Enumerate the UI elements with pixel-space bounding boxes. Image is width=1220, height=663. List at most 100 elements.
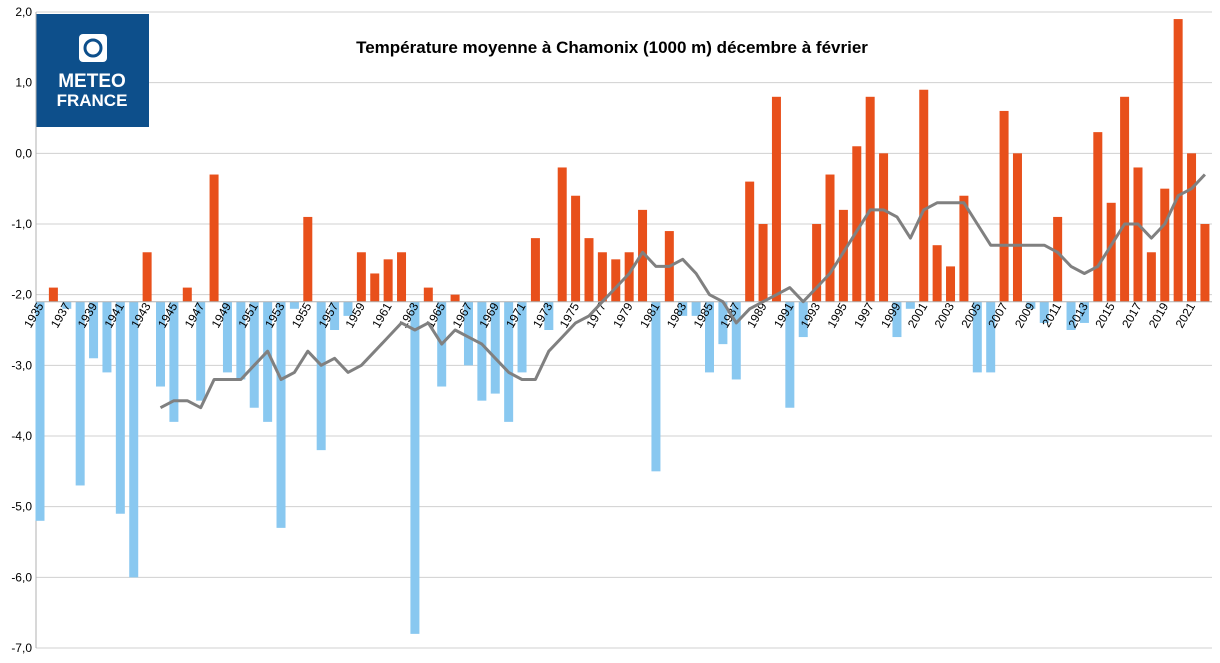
y-tick-label: -5,0: [11, 500, 32, 514]
bar: [75, 301, 85, 486]
bar: [35, 301, 45, 521]
bar: [1120, 96, 1130, 302]
bar: [530, 238, 540, 302]
bar: [1200, 224, 1210, 302]
bar: [691, 301, 701, 316]
bar: [597, 252, 607, 302]
bar: [1106, 202, 1116, 302]
bar: [463, 301, 473, 366]
bar: [222, 301, 232, 373]
bar: [1160, 188, 1170, 302]
bar: [303, 216, 313, 302]
y-tick-label: -7,0: [11, 641, 32, 655]
bar: [102, 301, 112, 373]
y-tick-label: -4,0: [11, 429, 32, 443]
bar: [276, 301, 286, 528]
bar: [571, 195, 581, 302]
bar: [330, 301, 340, 330]
bar: [771, 96, 781, 302]
bar: [289, 301, 299, 309]
moving-average-line: [159, 173, 1206, 410]
y-tick-label: -1,0: [11, 217, 32, 231]
x-tick-label: 2019: [1146, 300, 1172, 330]
bar: [1079, 301, 1089, 323]
bar: [1053, 216, 1063, 302]
bar: [611, 259, 621, 302]
bar: [1173, 19, 1183, 302]
bar: [758, 224, 768, 302]
x-tick-label: 1979: [610, 300, 636, 330]
x-tick-label: 1961: [369, 300, 395, 330]
bar: [1026, 301, 1036, 309]
bar: [1093, 132, 1103, 302]
bar: [115, 301, 125, 514]
bar: [169, 301, 179, 422]
logo-icon: [79, 34, 107, 62]
bar: [1012, 153, 1022, 302]
bar: [798, 301, 808, 338]
bar: [584, 238, 594, 302]
bar: [1187, 153, 1197, 302]
logo-text: METEO: [58, 71, 126, 92]
x-tick-label: 1995: [825, 300, 851, 330]
bar: [450, 294, 460, 302]
bar: [879, 153, 889, 302]
bar: [892, 301, 902, 338]
y-tick-label: -6,0: [11, 570, 32, 584]
bar: [142, 252, 152, 302]
bar: [731, 301, 741, 380]
bar: [919, 89, 929, 302]
bar: [477, 301, 487, 401]
y-tick-label: -3,0: [11, 358, 32, 372]
bar: [89, 301, 99, 359]
bar: [812, 224, 822, 302]
chart-title: Température moyenne à Chamonix (1000 m) …: [356, 38, 868, 57]
bar: [999, 110, 1009, 302]
bar: [504, 301, 514, 422]
logo-text: FRANCE: [57, 91, 128, 110]
bar: [1066, 301, 1076, 330]
bar: [946, 266, 956, 302]
x-tick-label: 1997: [851, 300, 877, 330]
bar: [638, 209, 648, 302]
bar: [624, 252, 634, 302]
bar: [62, 301, 72, 309]
bar: [838, 209, 848, 302]
bar: [705, 301, 714, 373]
bar: [383, 259, 393, 302]
bar: [972, 301, 982, 373]
bar: [852, 146, 862, 302]
bar: [182, 287, 192, 302]
y-tick-label: 2,0: [15, 5, 32, 19]
bar: [1133, 167, 1143, 302]
bar: [959, 195, 969, 302]
bar: [356, 252, 366, 302]
bar: [263, 301, 273, 422]
bar: [343, 301, 353, 316]
bar: [905, 301, 915, 309]
bar: [1146, 252, 1156, 302]
y-tick-label: -2,0: [11, 288, 32, 302]
bar: [196, 301, 206, 401]
bar: [236, 301, 246, 380]
x-tick-label: 2003: [932, 300, 958, 330]
bar: [678, 301, 688, 316]
bar: [986, 301, 996, 373]
bar: [410, 301, 420, 634]
logo: [36, 14, 149, 127]
bar: [370, 273, 380, 302]
bar: [129, 301, 139, 578]
bar: [825, 174, 835, 302]
bar: [865, 96, 875, 302]
bar: [651, 301, 661, 472]
bar: [745, 181, 755, 302]
x-tick-label: 2021: [1173, 300, 1199, 330]
bar: [544, 301, 554, 330]
bar: [490, 301, 500, 394]
bar: [557, 167, 567, 302]
x-tick-label: 1975: [557, 300, 583, 330]
bar: [785, 301, 795, 408]
x-tick-label: 2015: [1092, 300, 1118, 330]
bar: [718, 301, 728, 345]
